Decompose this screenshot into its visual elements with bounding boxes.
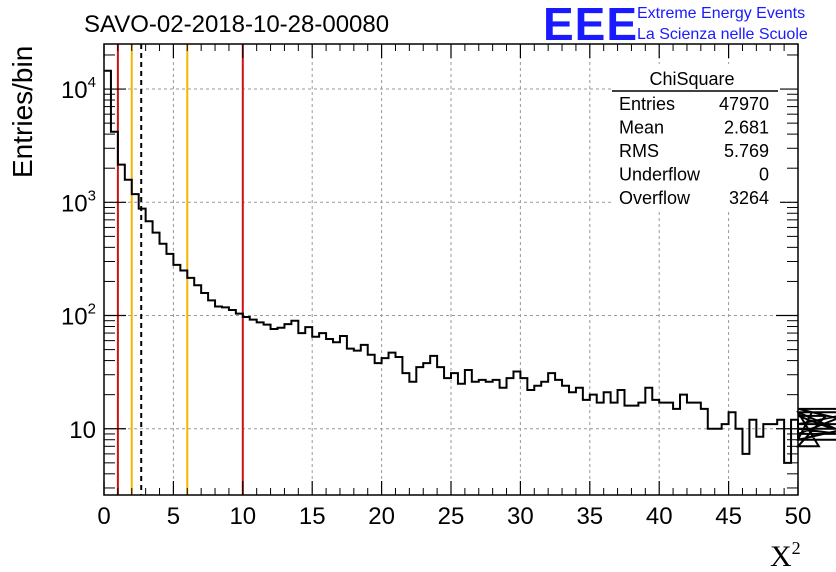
- stats-rows: Entries 47970 Mean 2.681 RMS 5.769 Underflow 0 O…: [619, 94, 769, 208]
- x-axis-title-sup: 2: [792, 538, 801, 558]
- logo-line-2: La Scienza nelle Scuole: [637, 26, 808, 43]
- y-tick-label: 10: [69, 417, 96, 444]
- logo-letters: EEE: [543, 0, 638, 50]
- stats-row-label: Mean: [619, 118, 664, 138]
- stats-row-value: 5.769: [724, 141, 769, 161]
- stats-box: ChiSquare Entries 47970 Mean 2.681 RMS 5.769 U…: [612, 64, 780, 210]
- y-tick-label: 103: [61, 187, 96, 217]
- x-tick-label: 45: [715, 503, 742, 530]
- eee-logo: EEE Extreme Energy Events La Scienza nel…: [543, 0, 808, 50]
- x-tick-label: 50: [785, 503, 812, 530]
- x-tick-labels: 0 5 10 15 20 25 30 35 40 45 50: [97, 503, 811, 530]
- stats-row-label: Overflow: [619, 188, 691, 208]
- axis-ticks: [103, 44, 799, 495]
- stats-row-label: Entries: [619, 94, 675, 114]
- vertical-marker-lines: [116, 44, 244, 495]
- y-tick-label: 104: [61, 74, 96, 104]
- y-tick-label: 102: [61, 301, 96, 331]
- x-axis-title-base: X: [770, 540, 792, 572]
- stats-box-title: ChiSquare: [649, 69, 734, 89]
- histogram-series: [104, 69, 836, 464]
- y-axis-title: Entries/bin: [7, 46, 38, 178]
- stats-row-value: 47970: [719, 94, 769, 114]
- x-tick-label: 35: [576, 503, 603, 530]
- stats-box-background: [612, 64, 780, 210]
- x-tick-label: 0: [97, 503, 110, 530]
- stats-row-value: 3264: [729, 188, 769, 208]
- stats-row-label: Underflow: [619, 165, 701, 185]
- x-tick-label: 10: [229, 503, 256, 530]
- x-tick-label: 15: [299, 503, 326, 530]
- stats-row-value: 2.681: [724, 118, 769, 138]
- x-tick-label: 20: [368, 503, 395, 530]
- x-axis-title: X2: [770, 538, 801, 572]
- logo-line-1: Extreme Energy Events: [637, 5, 805, 22]
- chart-title: SAVO-02-2018-10-28-00080: [84, 11, 389, 38]
- x-tick-label: 5: [167, 503, 180, 530]
- x-tick-label: 30: [507, 503, 534, 530]
- x-tick-label: 40: [646, 503, 673, 530]
- y-tick-labels: 10 102 103 104: [61, 74, 96, 444]
- stats-row-label: RMS: [619, 141, 659, 161]
- x-tick-label: 25: [438, 503, 465, 530]
- stats-row-value: 0: [759, 165, 769, 185]
